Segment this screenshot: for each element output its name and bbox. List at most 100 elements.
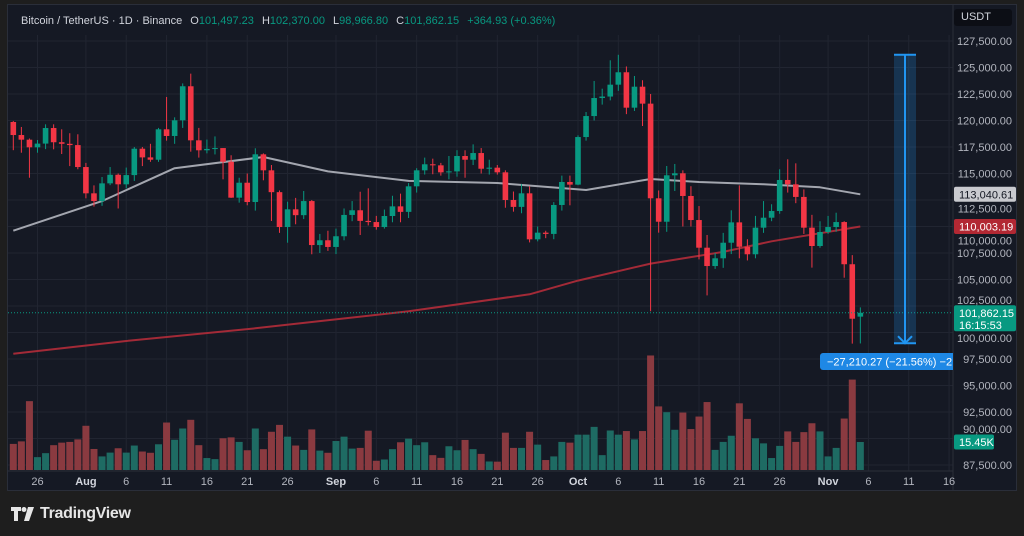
candle[interactable] (801, 189, 807, 234)
candle[interactable] (446, 156, 452, 180)
candle[interactable] (462, 150, 468, 178)
candle[interactable] (284, 201, 291, 243)
candle[interactable] (397, 193, 404, 223)
candle[interactable] (760, 201, 767, 233)
candle[interactable] (204, 139, 210, 154)
candle[interactable] (736, 185, 743, 259)
candle[interactable] (720, 232, 726, 268)
candle[interactable] (131, 147, 138, 181)
time-axis[interactable]: 26 Aug 6 11 16 21 26 Sep 6 11 16 21 26 Oct 6 11 16 21 26 No… (31, 476, 955, 488)
candle[interactable] (567, 175, 573, 206)
candle[interactable] (308, 200, 315, 255)
candle[interactable] (792, 163, 799, 204)
candle[interactable] (704, 234, 710, 296)
candle[interactable] (42, 124, 49, 150)
candle[interactable] (268, 165, 275, 221)
candle[interactable] (405, 183, 412, 219)
candle[interactable] (559, 175, 565, 211)
candle[interactable] (26, 138, 33, 178)
candle[interactable] (623, 66, 630, 115)
candle[interactable] (349, 201, 355, 222)
candle[interactable] (486, 159, 493, 175)
candle[interactable] (99, 176, 105, 206)
candle[interactable] (575, 135, 581, 186)
candle[interactable] (341, 208, 347, 241)
candle[interactable] (526, 186, 533, 243)
candle[interactable] (510, 191, 517, 212)
candle[interactable] (66, 133, 73, 167)
candle[interactable] (10, 121, 17, 151)
candle[interactable] (712, 253, 718, 269)
candle[interactable] (220, 148, 226, 180)
candle[interactable] (817, 221, 823, 248)
candle[interactable] (171, 117, 178, 144)
candle[interactable] (728, 210, 735, 255)
candle[interactable] (212, 136, 218, 155)
candle[interactable] (413, 168, 420, 193)
candle[interactable] (429, 158, 436, 175)
candle[interactable] (849, 255, 856, 344)
candle[interactable] (75, 134, 81, 170)
candle[interactable] (50, 124, 57, 150)
candle[interactable] (115, 173, 121, 209)
candle[interactable] (680, 170, 686, 227)
candle[interactable] (91, 185, 97, 207)
candle[interactable] (187, 73, 194, 152)
candle[interactable] (300, 190, 307, 220)
candle[interactable] (825, 215, 831, 234)
candle[interactable] (857, 307, 864, 344)
candle[interactable] (276, 190, 283, 233)
candle[interactable] (542, 230, 549, 239)
candle[interactable] (809, 214, 815, 268)
candle[interactable] (244, 173, 251, 206)
candle[interactable] (389, 195, 396, 223)
candle[interactable] (155, 127, 162, 162)
candle[interactable] (107, 167, 113, 186)
chart-pane[interactable]: −27,210.27 (−21.56%) −2,72 127,500.00 125,… (7, 4, 1017, 491)
candle[interactable] (83, 162, 89, 199)
candle[interactable] (639, 80, 646, 127)
candle[interactable] (615, 54, 622, 91)
candle[interactable] (292, 197, 299, 225)
symbol-title[interactable]: Bitcoin / TetherUS · 1D · Binance (21, 15, 183, 27)
candle[interactable] (833, 212, 839, 232)
candle[interactable] (333, 228, 339, 255)
candle[interactable] (776, 169, 783, 214)
candle[interactable] (655, 190, 662, 233)
candle[interactable] (631, 75, 638, 111)
candle[interactable] (518, 184, 525, 214)
candle[interactable] (534, 226, 541, 242)
candle[interactable] (478, 148, 484, 174)
candle[interactable] (381, 209, 388, 229)
candle[interactable] (34, 140, 41, 153)
candle[interactable] (139, 147, 146, 167)
tradingview-logo[interactable]: TradingView (11, 505, 131, 523)
candle[interactable] (599, 88, 605, 105)
candle[interactable] (454, 150, 460, 177)
candle[interactable] (470, 144, 476, 166)
candle[interactable] (236, 177, 242, 203)
candle[interactable] (357, 191, 363, 235)
candle[interactable] (647, 94, 654, 312)
candle[interactable] (179, 83, 186, 128)
candle[interactable] (58, 129, 65, 154)
currency-button[interactable]: USDT (954, 9, 1012, 26)
candle[interactable] (550, 202, 557, 240)
candle[interactable] (494, 165, 501, 175)
candle[interactable] (744, 239, 751, 261)
candle[interactable] (252, 148, 259, 211)
candle[interactable] (671, 163, 678, 191)
candle[interactable] (583, 112, 589, 141)
candle[interactable] (841, 221, 848, 278)
price-axis[interactable]: 127,500.00 125,000.00 122,500.00 120,000.00… (957, 36, 1012, 472)
candle[interactable] (18, 126, 25, 153)
candle[interactable] (365, 188, 372, 226)
candle[interactable] (768, 204, 775, 222)
candle[interactable] (325, 230, 331, 251)
candle[interactable] (438, 162, 444, 176)
candle[interactable] (752, 215, 759, 259)
price-range-measure[interactable] (894, 53, 916, 345)
candle[interactable] (502, 170, 509, 208)
candle[interactable] (373, 215, 380, 230)
candle[interactable] (607, 60, 614, 101)
